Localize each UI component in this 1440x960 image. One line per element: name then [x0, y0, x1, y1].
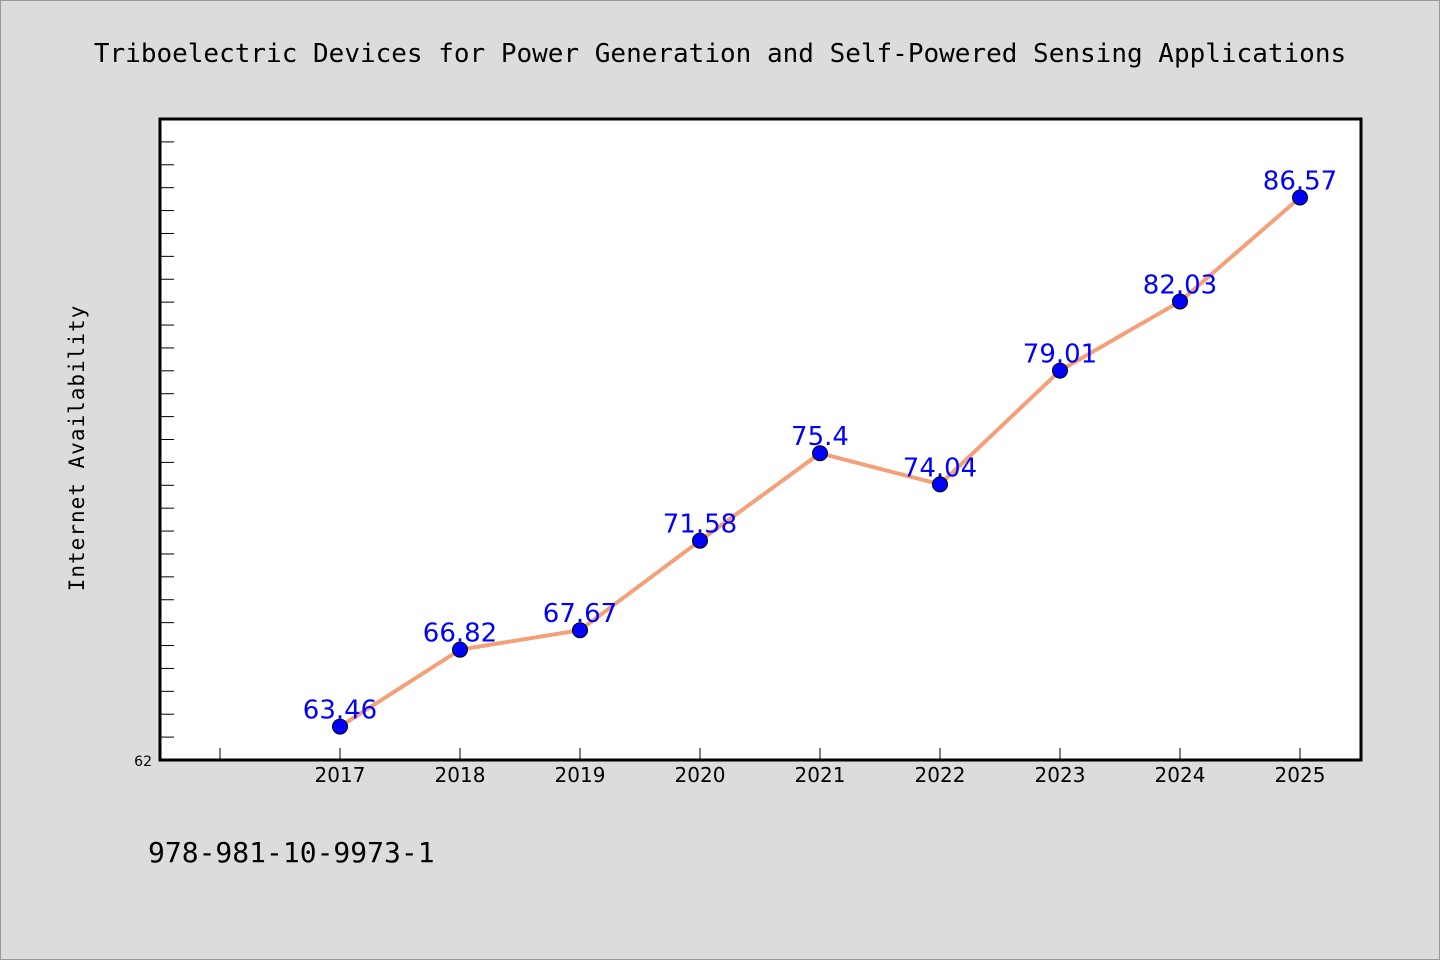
x-tick-label: 2025	[1275, 763, 1326, 787]
x-tick-label: 2022	[915, 763, 966, 787]
x-tick-label: 2024	[1155, 763, 1206, 787]
data-point	[452, 641, 468, 658]
data-label: 82.03	[1143, 270, 1217, 300]
footer-isbn: 978-981-10-9973-1	[148, 836, 435, 869]
x-tick-label: 2020	[675, 763, 726, 787]
data-label: 74.04	[903, 453, 977, 483]
x-axis-tick-labels: 2017 2018 2019 2020 2021 2022 2023 2024 2025	[315, 763, 1326, 787]
x-axis-ticks	[219, 748, 1301, 760]
data-point	[812, 445, 828, 462]
x-tick-label: 2019	[555, 763, 606, 787]
data-label: 71.58	[663, 510, 737, 540]
data-label: 86.57	[1263, 167, 1337, 197]
data-label: 79.01	[1023, 340, 1097, 370]
data-point	[692, 532, 708, 549]
x-tick-label: 2018	[435, 763, 486, 787]
x-tick-label: 2023	[1035, 763, 1086, 787]
chart-title: Triboelectric Devices for Power Generati…	[94, 39, 1346, 69]
data-point	[1052, 362, 1068, 379]
data-label: 67.67	[543, 599, 617, 629]
data-point	[332, 718, 348, 735]
plot-area	[158, 117, 1363, 762]
data-labels: 63.46 66.82 67.67 71.58 75.4 74.04 79.01 82.03 8…	[303, 167, 1337, 726]
y-axis-label: Internet Availability	[65, 305, 89, 592]
x-tick-label: 2021	[795, 763, 846, 787]
data-label: 75.4	[791, 422, 849, 452]
data-point	[572, 622, 588, 639]
data-point	[1172, 293, 1188, 310]
data-point	[932, 476, 948, 493]
series-markers	[332, 189, 1308, 735]
y-axis-ticks	[160, 141, 174, 738]
data-label: 63.46	[303, 696, 377, 726]
data-point	[1292, 189, 1308, 206]
x-tick-label: 2017	[315, 763, 366, 787]
y-tick-label: 62	[134, 754, 152, 770]
data-label: 66.82	[423, 619, 497, 649]
